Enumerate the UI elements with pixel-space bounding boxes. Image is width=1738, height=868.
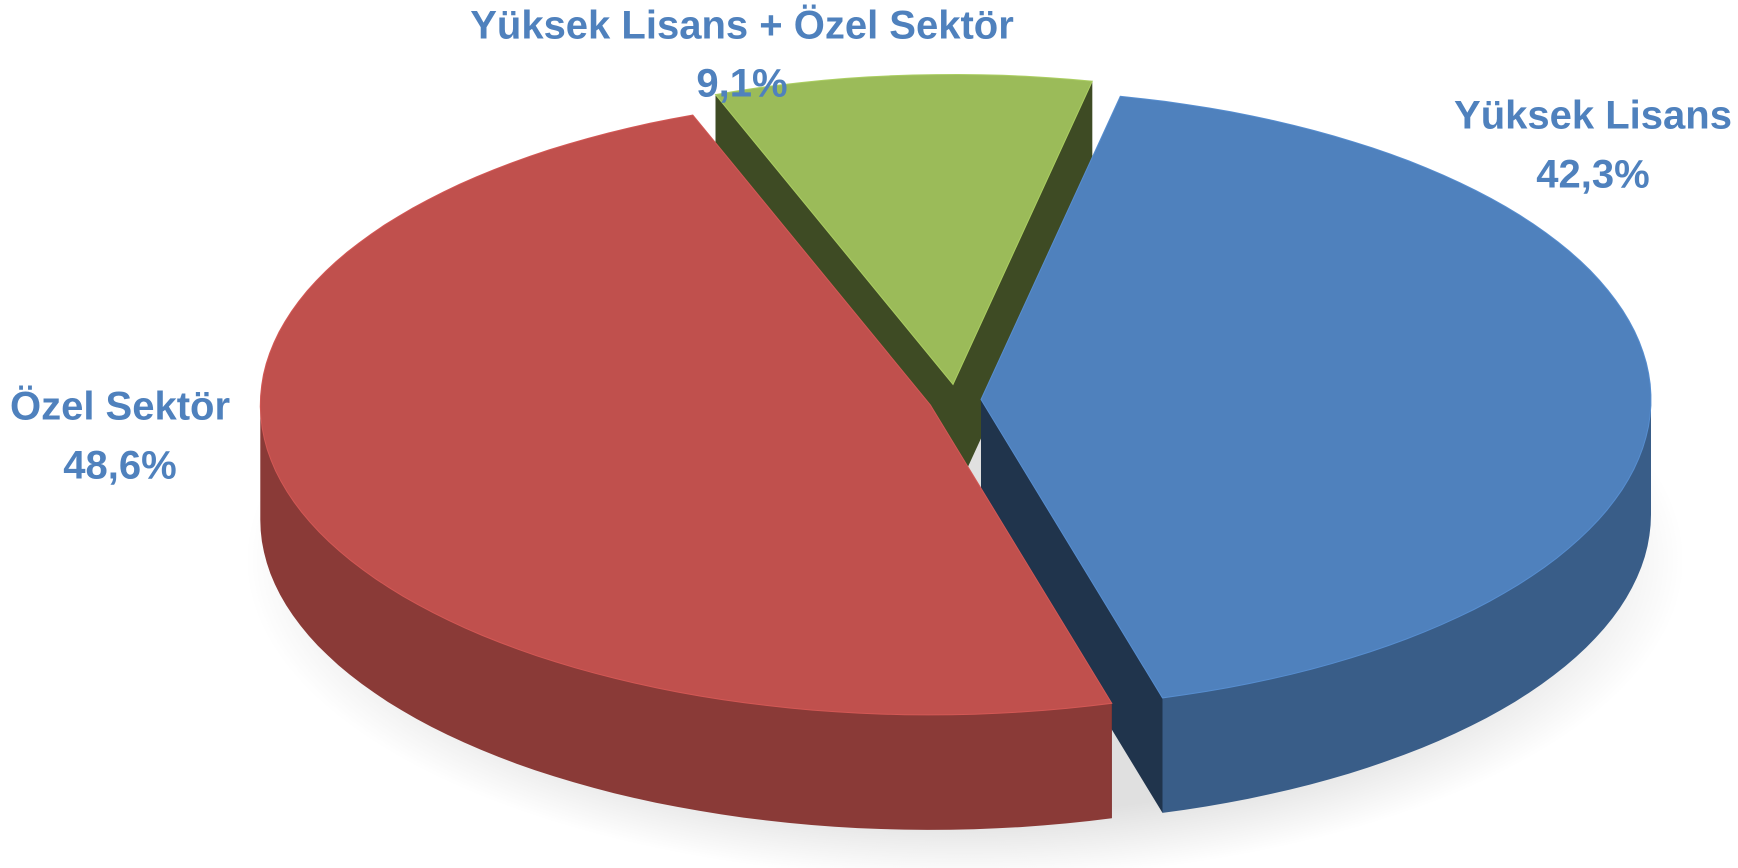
slice	[714, 73, 1094, 386]
slice-label: Yüksek Lisans + Özel Sektör	[470, 3, 1014, 48]
value-label: 9,1%	[696, 62, 787, 106]
slice	[259, 114, 1113, 716]
slice-side	[1162, 399, 1651, 813]
slice-label: Özel Sektör	[10, 384, 230, 429]
value-label: 42,3%	[1536, 153, 1649, 197]
slice-wall	[981, 399, 1163, 813]
slice	[980, 95, 1652, 699]
slice-side	[260, 404, 1112, 830]
value-label: 48,6%	[63, 444, 176, 488]
slice-label: Yüksek Lisans	[1454, 94, 1732, 138]
